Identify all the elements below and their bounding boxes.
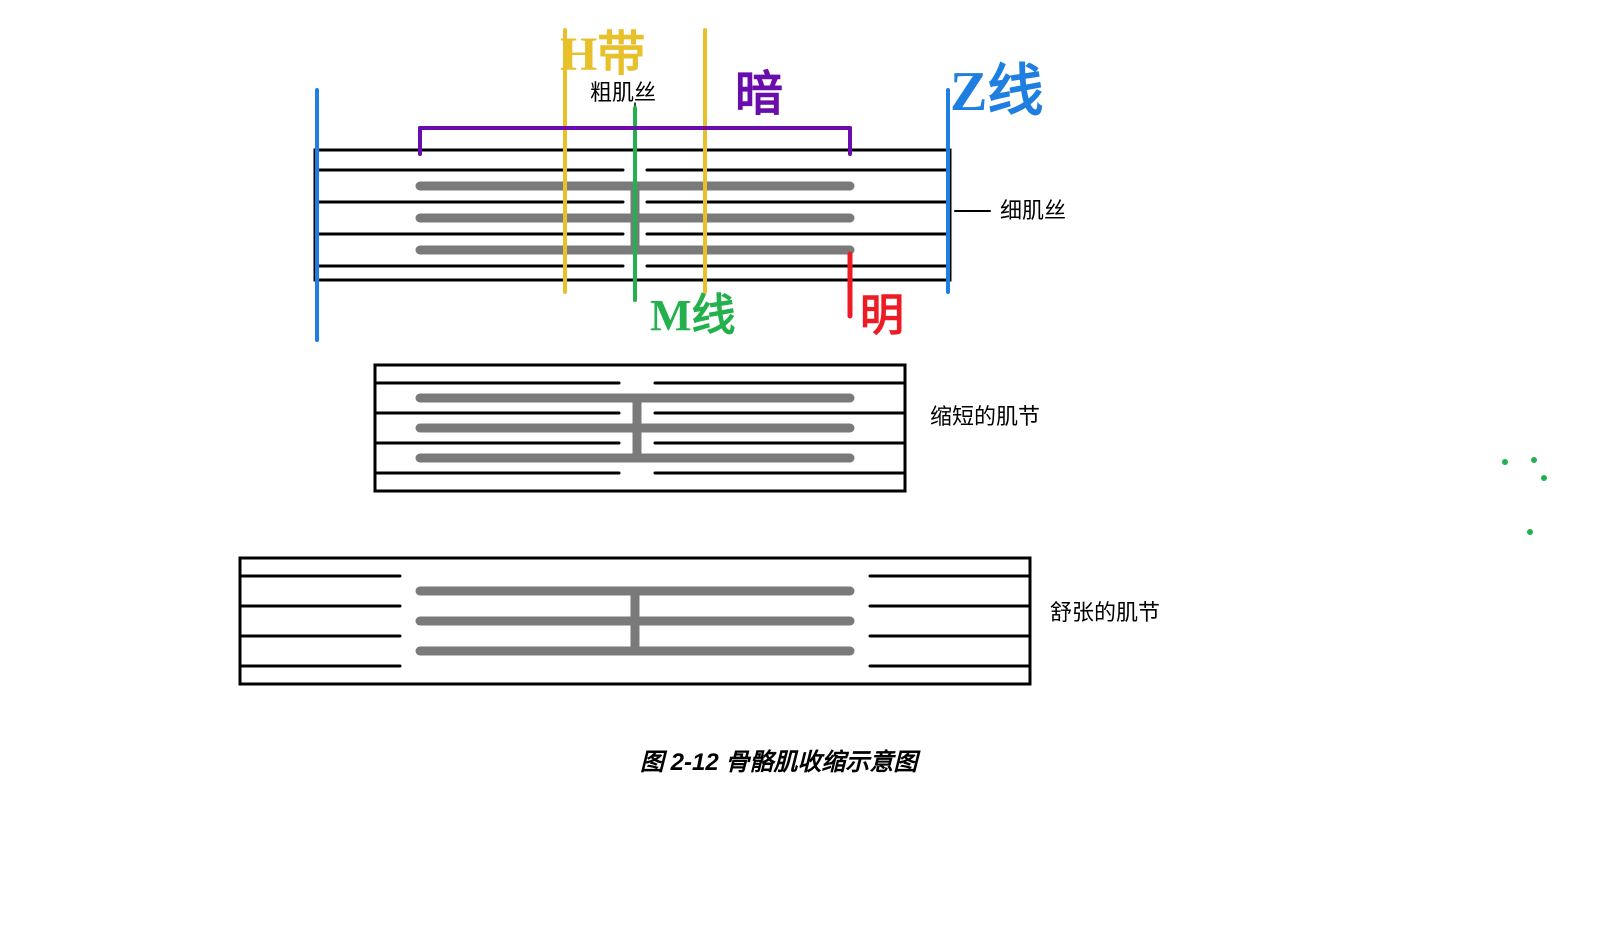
stray-dot-0 [1502,459,1508,465]
stray-dot-3 [1527,529,1533,535]
hand-Hband: H带 [560,28,645,81]
label-shortened: 缩短的肌节 [930,404,1040,429]
hand-Mline: M线 [650,291,736,340]
hand-Zline: Z线 [950,61,1043,123]
hand-dark: 暗 [735,68,783,121]
label-relaxed: 舒张的肌节 [1050,600,1160,625]
hand-light: 明 [860,291,904,340]
label-thick: 粗肌丝 [590,80,656,105]
label-thin: 细肌丝 [1000,198,1066,223]
stray-dot-1 [1531,457,1537,463]
stray-dot-2 [1541,475,1547,481]
diagram-canvas: 粗肌丝细肌丝缩短的肌节舒张的肌节 H带暗 Z线 M线 明图 2-12 骨骼肌收缩示意图 [0,0,1620,950]
figure-caption: 图 2-12 骨骼肌收缩示意图 [640,749,921,776]
